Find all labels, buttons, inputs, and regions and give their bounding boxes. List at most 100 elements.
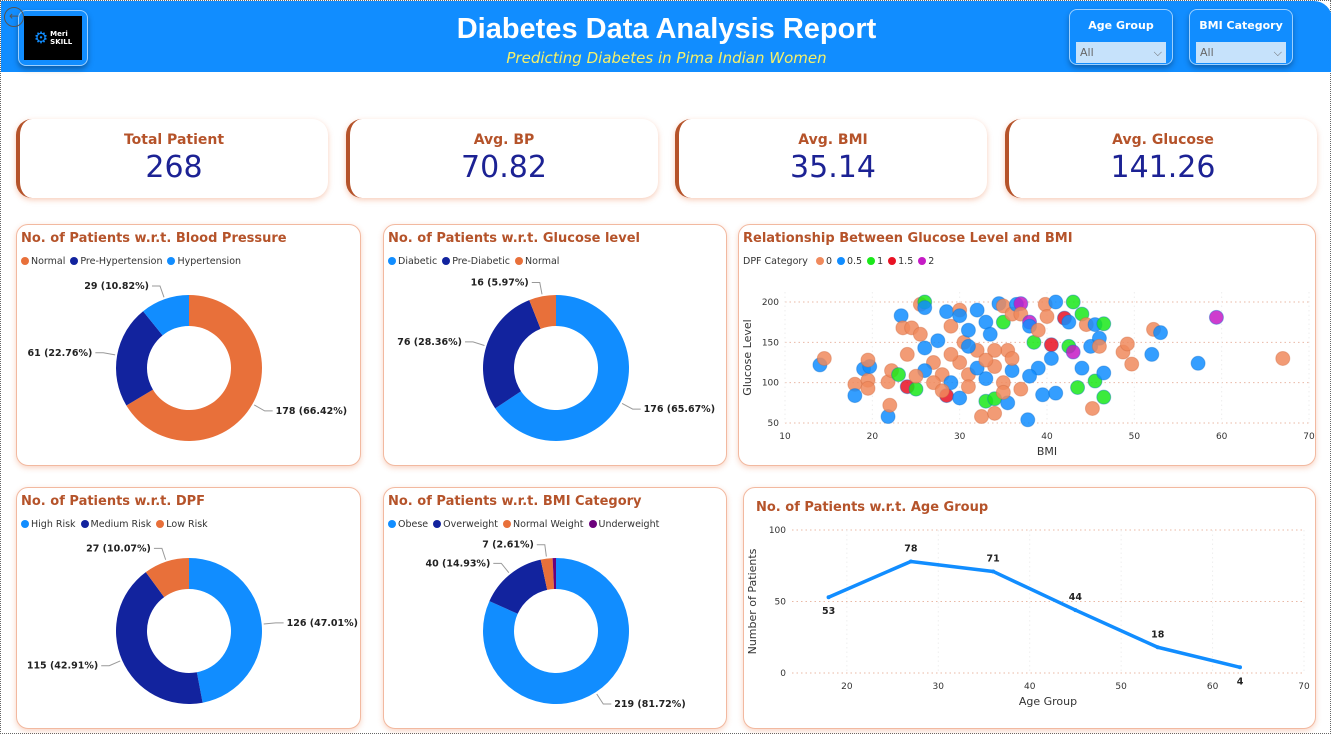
- legend-item[interactable]: Normal: [515, 256, 559, 267]
- scatter-point[interactable]: [1208, 309, 1224, 325]
- scatter-point[interactable]: [917, 340, 933, 356]
- kpi-value: 141.26: [1110, 150, 1216, 185]
- scatter-point[interactable]: [1004, 350, 1020, 366]
- scatter-point[interactable]: [1190, 355, 1206, 371]
- scatter-point[interactable]: [969, 302, 985, 318]
- scatter-point[interactable]: [987, 405, 1003, 421]
- scatter-point[interactable]: [978, 371, 994, 387]
- scatter-point[interactable]: [860, 352, 876, 368]
- scatter-point[interactable]: [1020, 412, 1036, 428]
- scatter-point[interactable]: [960, 322, 976, 338]
- scatter-point[interactable]: [1030, 322, 1046, 338]
- bmi-category-dropdown[interactable]: All ⌵: [1196, 42, 1286, 63]
- donut-slice-pre-hypertension[interactable]: [116, 311, 163, 406]
- donut-slice-hypertension[interactable]: [143, 295, 189, 336]
- age-group-dropdown[interactable]: All ⌵: [1076, 42, 1166, 63]
- scatter-point[interactable]: [952, 308, 968, 324]
- scatter-point[interactable]: [1048, 385, 1064, 401]
- legend-item[interactable]: 1.5: [888, 256, 913, 267]
- scatter-point[interactable]: [1043, 337, 1059, 353]
- scatter-point[interactable]: [891, 367, 907, 383]
- scatter-point[interactable]: [1096, 365, 1112, 381]
- line-point[interactable]: [991, 569, 996, 574]
- donut-slice-normal-weight[interactable]: [540, 558, 555, 590]
- legend-item[interactable]: Pre-Diabetic: [442, 256, 510, 267]
- legend-item[interactable]: 2: [918, 256, 934, 267]
- donut-slice-normal[interactable]: [126, 295, 262, 441]
- scatter-point[interactable]: [1074, 360, 1090, 376]
- scatter-point[interactable]: [943, 318, 959, 334]
- scatter-point[interactable]: [860, 380, 876, 396]
- scatter-point[interactable]: [908, 381, 924, 397]
- scatter-point[interactable]: [930, 333, 946, 349]
- legend-item[interactable]: Low Risk: [156, 519, 208, 530]
- scatter-point[interactable]: [934, 383, 950, 399]
- scatter-point[interactable]: [987, 342, 1003, 358]
- scatter-point[interactable]: [1035, 387, 1051, 403]
- scatter-point[interactable]: [1144, 346, 1160, 362]
- scatter-point[interactable]: [1061, 314, 1077, 330]
- scatter-point[interactable]: [1153, 325, 1169, 341]
- scatter-point[interactable]: [908, 368, 924, 384]
- scatter-point[interactable]: [995, 384, 1011, 400]
- legend-item[interactable]: Normal: [21, 256, 65, 267]
- scatter-point[interactable]: [1013, 381, 1029, 397]
- donut-slice-underweight[interactable]: [552, 558, 556, 590]
- scatter-point[interactable]: [816, 350, 832, 366]
- donut-slice-obese[interactable]: [483, 558, 629, 704]
- scatter-point[interactable]: [1039, 309, 1055, 325]
- donut-slice-normal[interactable]: [529, 295, 556, 329]
- scatter-point[interactable]: [917, 300, 933, 316]
- line-point[interactable]: [1073, 608, 1078, 613]
- scatter-point[interactable]: [1119, 336, 1135, 352]
- scatter-point[interactable]: [899, 346, 915, 362]
- scatter-point[interactable]: [952, 390, 968, 406]
- age-series-line[interactable]: [827, 559, 1241, 669]
- legend-item[interactable]: 1: [867, 256, 883, 267]
- line-point[interactable]: [1238, 665, 1242, 670]
- scatter-point[interactable]: [912, 326, 928, 342]
- legend-item[interactable]: Normal Weight: [503, 519, 584, 530]
- legend-item[interactable]: 0: [815, 256, 832, 267]
- line-point[interactable]: [826, 595, 831, 600]
- legend-item[interactable]: Medium Risk: [80, 519, 151, 530]
- scatter-point[interactable]: [1096, 316, 1112, 332]
- legend-item[interactable]: Pre-Hypertension: [70, 256, 162, 267]
- scatter-point[interactable]: [1124, 356, 1140, 372]
- scatter-point[interactable]: [960, 338, 976, 354]
- scatter-point[interactable]: [1084, 400, 1100, 416]
- scatter-point[interactable]: [1065, 344, 1081, 360]
- scatter-point[interactable]: [1022, 368, 1038, 384]
- legend-item[interactable]: Obese: [388, 519, 428, 530]
- scatter-point[interactable]: [1091, 338, 1107, 354]
- donut-slice-medium-risk[interactable]: [115, 572, 203, 704]
- scatter-point[interactable]: [939, 304, 955, 320]
- scatter-point[interactable]: [1048, 294, 1064, 310]
- scatter-point[interactable]: [1043, 350, 1059, 366]
- legend-item[interactable]: Diabetic: [388, 256, 437, 267]
- scatter-point[interactable]: [978, 352, 994, 368]
- legend-item[interactable]: Underweight: [588, 519, 659, 530]
- back-arrow-icon[interactable]: ←: [4, 7, 24, 27]
- donut-slice-low-risk[interactable]: [145, 558, 189, 598]
- donut-slice-high-risk[interactable]: [189, 558, 263, 703]
- legend-item[interactable]: 0.5: [836, 256, 862, 267]
- legend-item[interactable]: High Risk: [21, 519, 76, 530]
- scatter-point[interactable]: [982, 326, 998, 342]
- donut-slice-overweight[interactable]: [489, 559, 548, 614]
- scatter-point[interactable]: [1275, 350, 1291, 366]
- scatter-point[interactable]: [1096, 389, 1112, 405]
- line-point[interactable]: [1155, 645, 1160, 650]
- scatter-point[interactable]: [847, 388, 863, 404]
- scatter-point[interactable]: [960, 379, 976, 395]
- scatter-point[interactable]: [882, 397, 898, 413]
- scatter-point[interactable]: [943, 346, 959, 362]
- donut-slice-diabetic[interactable]: [495, 295, 629, 441]
- legend-item[interactable]: Hypertension: [167, 256, 241, 267]
- line-point[interactable]: [908, 559, 913, 564]
- scatter-point[interactable]: [1070, 380, 1086, 396]
- scatter-point[interactable]: [1065, 294, 1081, 310]
- donut-slice-pre-diabetic[interactable]: [483, 300, 541, 409]
- scatter-point[interactable]: [974, 409, 989, 425]
- legend-item[interactable]: Overweight: [433, 519, 498, 530]
